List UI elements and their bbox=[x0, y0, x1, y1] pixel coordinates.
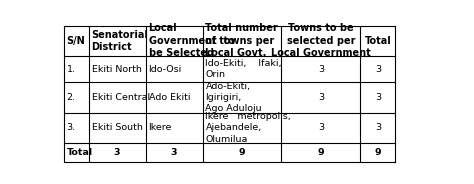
Text: Ikere: Ikere bbox=[148, 123, 172, 132]
Text: 3: 3 bbox=[375, 65, 381, 74]
Text: 9: 9 bbox=[318, 148, 324, 157]
Text: 3.: 3. bbox=[66, 123, 76, 132]
Text: Total number
of towns per
Local Govt.: Total number of towns per Local Govt. bbox=[205, 23, 278, 58]
Text: Ido-Ekiti,    Ifaki,
Orin: Ido-Ekiti, Ifaki, Orin bbox=[205, 59, 282, 79]
Text: Ido-Osi: Ido-Osi bbox=[148, 65, 182, 74]
Text: Towns to be
selected per
Local Government: Towns to be selected per Local Governmen… bbox=[271, 23, 371, 58]
Text: Ekiti Central: Ekiti Central bbox=[91, 93, 150, 102]
Text: 3: 3 bbox=[318, 123, 324, 132]
Text: S/N: S/N bbox=[66, 36, 85, 46]
Text: Local
Government  to
be Selected: Local Government to be Selected bbox=[148, 23, 234, 58]
Text: 3: 3 bbox=[375, 123, 381, 132]
Text: Total: Total bbox=[365, 36, 392, 46]
Text: 3: 3 bbox=[318, 93, 324, 102]
Text: 3: 3 bbox=[375, 93, 381, 102]
Text: 1.: 1. bbox=[66, 65, 75, 74]
Text: Ado-Ekiti,
Igirigiri,
Ago Aduloju: Ado-Ekiti, Igirigiri, Ago Aduloju bbox=[205, 82, 262, 113]
Text: 3: 3 bbox=[114, 148, 120, 157]
Text: 9: 9 bbox=[374, 148, 381, 157]
Text: Ado Ekiti: Ado Ekiti bbox=[148, 93, 190, 102]
Text: 3: 3 bbox=[318, 65, 324, 74]
Text: Ekiti North: Ekiti North bbox=[91, 65, 141, 74]
Text: Ekiti South: Ekiti South bbox=[91, 123, 143, 132]
Text: Ikere   metropolis,
Ajebandele,
Olumilua: Ikere metropolis, Ajebandele, Olumilua bbox=[205, 112, 291, 144]
Text: Senatorial
District: Senatorial District bbox=[91, 30, 148, 52]
Text: 9: 9 bbox=[239, 148, 246, 157]
Text: 3: 3 bbox=[171, 148, 177, 157]
Text: 2.: 2. bbox=[66, 93, 75, 102]
Text: Total: Total bbox=[66, 148, 93, 157]
